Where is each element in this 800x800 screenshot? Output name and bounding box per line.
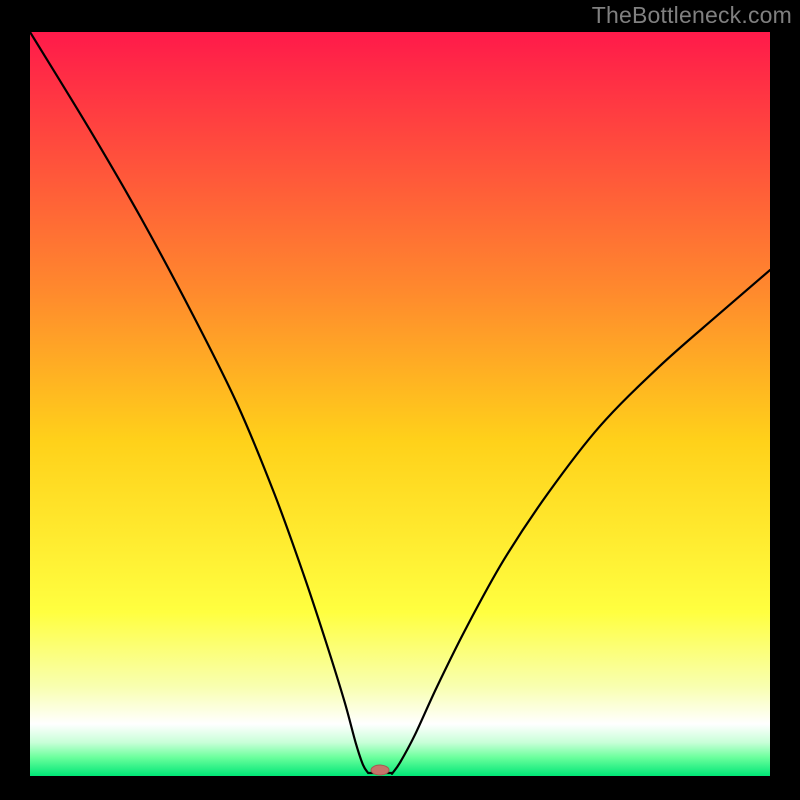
bottleneck-chart xyxy=(0,0,800,800)
plot-background xyxy=(30,32,770,776)
optimal-point-marker xyxy=(371,765,389,775)
watermark-text: TheBottleneck.com xyxy=(592,0,800,29)
chart-container: TheBottleneck.com xyxy=(0,0,800,800)
